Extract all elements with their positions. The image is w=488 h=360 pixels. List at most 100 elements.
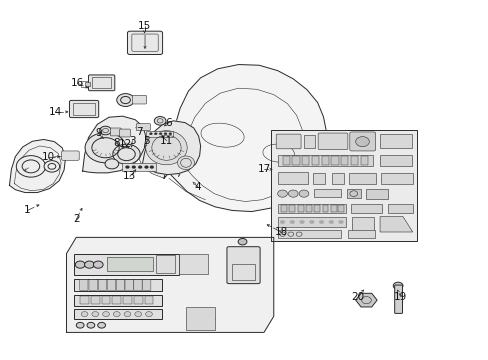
FancyBboxPatch shape (277, 172, 307, 184)
FancyBboxPatch shape (351, 217, 373, 231)
FancyBboxPatch shape (311, 156, 319, 165)
Circle shape (289, 220, 294, 224)
FancyBboxPatch shape (132, 95, 146, 104)
Text: 5: 5 (143, 136, 150, 145)
Circle shape (163, 133, 166, 135)
FancyBboxPatch shape (347, 230, 374, 238)
FancyBboxPatch shape (61, 151, 79, 160)
FancyBboxPatch shape (282, 156, 289, 165)
Text: 11: 11 (160, 136, 173, 145)
FancyBboxPatch shape (89, 280, 97, 291)
Polygon shape (66, 237, 273, 332)
FancyBboxPatch shape (350, 156, 357, 165)
Circle shape (299, 220, 304, 224)
FancyBboxPatch shape (123, 296, 132, 305)
FancyBboxPatch shape (348, 173, 375, 184)
Text: 3: 3 (129, 136, 135, 145)
Circle shape (105, 159, 119, 169)
FancyBboxPatch shape (302, 156, 309, 165)
Circle shape (309, 220, 314, 224)
Circle shape (98, 322, 105, 328)
FancyBboxPatch shape (394, 285, 402, 314)
Circle shape (113, 312, 120, 317)
Circle shape (299, 190, 308, 197)
Text: 15: 15 (138, 21, 151, 31)
FancyBboxPatch shape (127, 31, 162, 54)
FancyBboxPatch shape (318, 133, 347, 149)
Polygon shape (379, 217, 412, 232)
FancyBboxPatch shape (297, 206, 303, 212)
Circle shape (125, 166, 129, 168)
Text: 13: 13 (123, 171, 136, 181)
FancyBboxPatch shape (292, 156, 299, 165)
FancyBboxPatch shape (349, 132, 375, 151)
FancyBboxPatch shape (380, 173, 412, 184)
Circle shape (159, 133, 162, 135)
FancyBboxPatch shape (107, 257, 153, 271)
Circle shape (238, 238, 246, 245)
Circle shape (144, 166, 148, 168)
Circle shape (102, 312, 109, 317)
FancyBboxPatch shape (80, 280, 88, 291)
FancyBboxPatch shape (84, 82, 90, 86)
Polygon shape (142, 121, 200, 175)
Text: 7: 7 (136, 127, 142, 136)
Circle shape (100, 126, 111, 135)
Polygon shape (277, 217, 345, 227)
FancyBboxPatch shape (136, 124, 150, 131)
Circle shape (84, 261, 94, 268)
Circle shape (150, 166, 154, 168)
FancyBboxPatch shape (271, 130, 416, 241)
FancyBboxPatch shape (281, 206, 286, 212)
Circle shape (75, 261, 85, 268)
Circle shape (355, 136, 368, 147)
Circle shape (149, 133, 152, 135)
FancyBboxPatch shape (330, 156, 338, 165)
Circle shape (168, 133, 171, 135)
Circle shape (87, 322, 95, 328)
Circle shape (277, 190, 287, 197)
FancyBboxPatch shape (102, 296, 110, 305)
Circle shape (154, 133, 157, 135)
Text: 4: 4 (194, 182, 201, 192)
Circle shape (117, 94, 134, 107)
FancyBboxPatch shape (146, 131, 172, 137)
FancyBboxPatch shape (277, 230, 340, 238)
FancyBboxPatch shape (366, 189, 387, 199)
Circle shape (76, 322, 84, 328)
FancyBboxPatch shape (91, 296, 100, 305)
FancyBboxPatch shape (337, 206, 343, 212)
Polygon shape (82, 116, 146, 173)
FancyBboxPatch shape (107, 280, 116, 291)
FancyBboxPatch shape (340, 156, 347, 165)
FancyBboxPatch shape (156, 255, 175, 273)
FancyBboxPatch shape (69, 100, 99, 118)
FancyBboxPatch shape (74, 253, 178, 275)
Circle shape (81, 312, 88, 317)
FancyBboxPatch shape (88, 75, 115, 91)
Text: 12: 12 (118, 139, 131, 149)
FancyBboxPatch shape (304, 135, 314, 148)
Text: 2: 2 (73, 215, 80, 224)
FancyBboxPatch shape (74, 309, 161, 319)
FancyBboxPatch shape (98, 280, 106, 291)
FancyBboxPatch shape (134, 296, 142, 305)
Circle shape (92, 312, 99, 317)
FancyBboxPatch shape (346, 189, 360, 198)
FancyBboxPatch shape (314, 206, 320, 212)
Circle shape (319, 220, 324, 224)
FancyBboxPatch shape (277, 204, 345, 213)
Circle shape (280, 220, 285, 224)
Text: 10: 10 (41, 152, 55, 162)
FancyBboxPatch shape (360, 156, 367, 165)
Circle shape (124, 312, 131, 317)
Text: 20: 20 (351, 292, 364, 302)
FancyBboxPatch shape (387, 204, 412, 213)
Circle shape (85, 133, 126, 163)
FancyBboxPatch shape (331, 173, 344, 184)
Ellipse shape (177, 156, 194, 170)
Text: 17: 17 (257, 164, 270, 174)
Circle shape (132, 166, 136, 168)
Circle shape (288, 190, 298, 197)
Text: 18: 18 (274, 227, 287, 237)
